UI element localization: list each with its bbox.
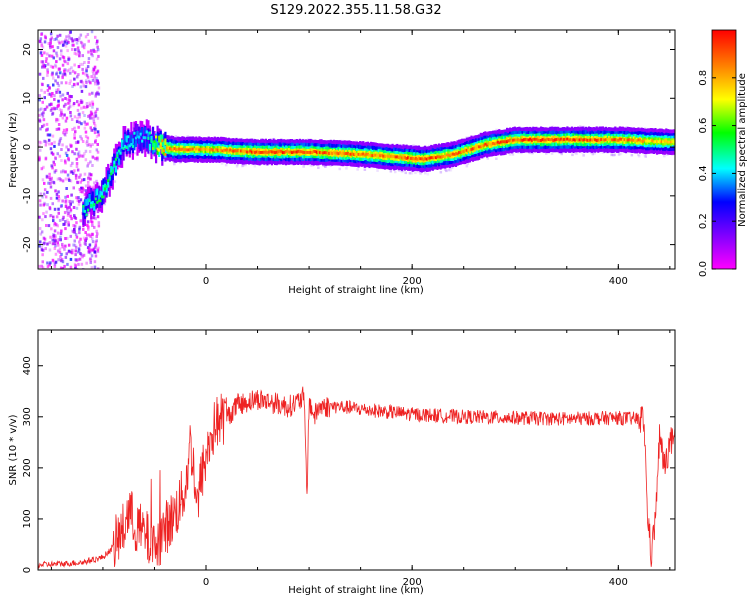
spectrogram-ytick-label: -20 [22, 236, 33, 252]
snr-xtick-label: 400 [609, 577, 628, 588]
snr-xtick-label: 200 [403, 577, 422, 588]
colorbar-label: Normalized spectral amplitude [737, 73, 748, 227]
snr-line [38, 386, 675, 569]
spectrogram-ytick-label: 10 [22, 92, 33, 105]
colorbar-ticks: 0.0 0.2 0.4 0.6 0.8 [698, 70, 736, 277]
snr-ytick-label: 100 [22, 509, 33, 528]
spectrogram-panel: 0 200 400 -20 -10 0 10 20 Height of straight li… [8, 29, 676, 296]
snr-panel: 0 200 400 0 100 200 300 400 Height of straight … [8, 329, 676, 596]
spectrogram-ticks: 0 200 400 -20 -10 0 10 20 [22, 30, 675, 287]
colorbar-tick-label: 0.8 [698, 70, 709, 86]
snr-ytick-label: 200 [22, 458, 33, 477]
snr-ytick-label: 400 [22, 356, 33, 375]
figure-title: S129.2022.355.11.58.G32 [270, 3, 441, 18]
colorbar-tick-label: 0.0 [698, 261, 709, 277]
spectrogram-xtick-label: 400 [609, 276, 628, 287]
spectrogram-ylabel: Frequency (Hz) [8, 112, 19, 188]
spectrogram-frame [37, 29, 676, 270]
snr-ytick-label: 0 [22, 567, 33, 573]
colorbar-tick-label: 0.6 [698, 118, 709, 134]
snr-frame [37, 329, 676, 571]
spectrogram-xlabel: Height of straight line (km) [288, 285, 424, 296]
colorbar-tick-label: 0.2 [698, 213, 709, 229]
spectrogram-xtick-label: 200 [403, 276, 422, 287]
spectrogram-xtick-label: 0 [203, 276, 209, 287]
colorbar: 0.0 0.2 0.4 0.6 0.8 Normalized spectral ampl… [698, 29, 748, 277]
spectrogram-ytick-label: -10 [22, 188, 33, 204]
snr-series [38, 386, 675, 569]
spectrogram-heatmap [38, 30, 675, 269]
spectrogram-ytick-label: 0 [22, 144, 33, 150]
colorbar-gradient [711, 29, 737, 270]
snr-ytick-label: 300 [22, 407, 33, 426]
colorbar-tick-label: 0.4 [698, 165, 709, 181]
snr-xtick-label: 0 [203, 577, 209, 588]
spectrogram-ytick-label: 20 [22, 43, 33, 56]
snr-ylabel: SNR (10 * v/v) [8, 414, 19, 485]
snr-xlabel: Height of straight line (km) [288, 585, 424, 596]
snr-ticks: 0 200 400 0 100 200 300 400 [22, 330, 675, 588]
